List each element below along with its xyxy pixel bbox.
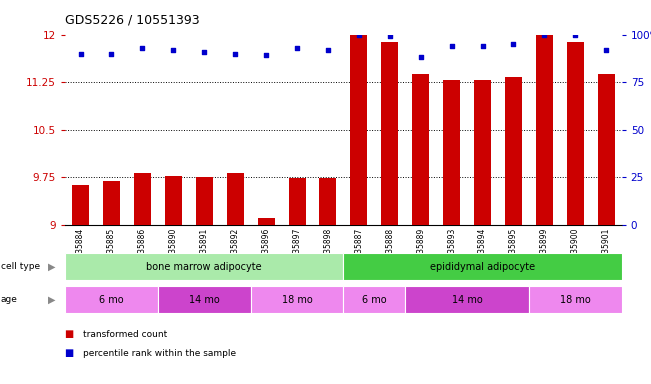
Bar: [258, 218, 275, 225]
Bar: [536, 35, 553, 225]
Bar: [196, 177, 213, 225]
Text: 18 mo: 18 mo: [560, 295, 590, 305]
Point: [323, 47, 333, 53]
Bar: [412, 74, 429, 225]
Text: percentile rank within the sample: percentile rank within the sample: [83, 349, 236, 358]
Text: 14 mo: 14 mo: [189, 295, 219, 305]
Point: [539, 31, 549, 38]
Point: [447, 43, 457, 49]
Text: bone marrow adipocyte: bone marrow adipocyte: [146, 262, 262, 272]
Bar: [103, 181, 120, 225]
Point: [601, 47, 611, 53]
Point: [353, 31, 364, 38]
Point: [292, 45, 302, 51]
Point: [415, 54, 426, 60]
Bar: [134, 173, 151, 225]
Text: 6 mo: 6 mo: [362, 295, 387, 305]
Bar: [320, 179, 337, 225]
Text: ▶: ▶: [48, 295, 55, 305]
Bar: [288, 179, 305, 225]
Bar: [344, 286, 405, 313]
Text: 18 mo: 18 mo: [282, 295, 312, 305]
Bar: [65, 253, 344, 280]
Point: [385, 33, 395, 40]
Point: [261, 52, 271, 58]
Bar: [165, 176, 182, 225]
Text: epididymal adipocyte: epididymal adipocyte: [430, 262, 535, 272]
Text: GDS5226 / 10551393: GDS5226 / 10551393: [65, 14, 200, 27]
Text: 14 mo: 14 mo: [452, 295, 482, 305]
Bar: [350, 35, 367, 225]
Bar: [405, 286, 529, 313]
Bar: [158, 286, 251, 313]
Bar: [567, 42, 584, 225]
Bar: [65, 286, 158, 313]
Bar: [251, 286, 344, 313]
Point: [477, 43, 488, 49]
Bar: [529, 286, 622, 313]
Text: transformed count: transformed count: [83, 329, 167, 339]
Point: [137, 45, 148, 51]
Text: ■: ■: [65, 329, 77, 339]
Point: [168, 47, 178, 53]
Point: [106, 51, 117, 57]
Bar: [474, 80, 491, 225]
Point: [230, 51, 240, 57]
Point: [508, 41, 519, 47]
Text: ▶: ▶: [48, 262, 55, 272]
Bar: [381, 42, 398, 225]
Point: [570, 31, 581, 38]
Bar: [344, 253, 622, 280]
Text: ■: ■: [65, 348, 77, 358]
Bar: [227, 173, 243, 225]
Bar: [505, 77, 522, 225]
Text: cell type: cell type: [1, 262, 40, 271]
Bar: [72, 185, 89, 225]
Bar: [598, 74, 615, 225]
Text: 6 mo: 6 mo: [99, 295, 124, 305]
Text: age: age: [1, 295, 18, 304]
Point: [76, 51, 86, 57]
Point: [199, 49, 210, 55]
Bar: [443, 80, 460, 225]
